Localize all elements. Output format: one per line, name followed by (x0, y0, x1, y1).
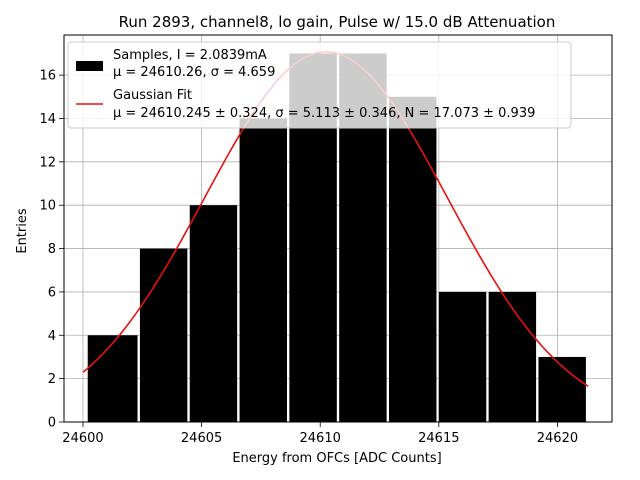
plot-frame (63, 34, 613, 423)
legend-samples-swatch (76, 61, 103, 71)
y-tick-label: 12 (39, 155, 56, 170)
y-tick-label: 10 (39, 199, 56, 214)
histogram-bar (189, 205, 238, 422)
x-tick-label: 24620 (537, 431, 578, 446)
y-tick-label: 6 (48, 285, 56, 300)
y-tick-label: 8 (48, 242, 56, 257)
y-tick-label: 2 (48, 372, 56, 387)
legend-samples-label: Samples, I = 2.0839mA (113, 48, 267, 63)
legend: Samples, I = 2.0839mA μ = 24610.26, σ = … (67, 41, 572, 129)
legend-fit-stats: μ = 24610.245 ± 0.324, σ = 5.113 ± 0.346… (113, 106, 535, 121)
histogram-bar (239, 118, 287, 423)
y-tick-label: 16 (39, 69, 56, 84)
legend-box (67, 41, 572, 129)
axis-ticks: 24600 24605 24610 24615 24620 0 2 4 6 8 10 12 14 16 (39, 69, 578, 446)
x-tick-label: 24610 (300, 431, 341, 446)
histogram-bar (538, 356, 586, 422)
histogram-bar (87, 335, 138, 422)
legend-fit-label: Gaussian Fit (113, 88, 192, 103)
x-tick-label: 24615 (418, 431, 459, 446)
y-tick-label: 0 (48, 416, 56, 431)
histogram-bar (139, 248, 188, 422)
histogram-bar (389, 96, 437, 422)
histogram-bar (488, 291, 537, 422)
x-tick-label: 24605 (181, 431, 222, 446)
y-tick-label: 4 (48, 329, 56, 344)
legend-samples-stats: μ = 24610.26, σ = 4.659 (113, 65, 275, 80)
x-axis-label: Energy from OFCs [ADC Counts] (232, 451, 441, 466)
histogram-bar (438, 291, 487, 422)
y-axis-label: Entries (15, 208, 30, 254)
y-tick-label: 14 (39, 112, 56, 127)
x-tick-label: 24600 (62, 431, 103, 446)
chart-title: Run 2893, channel8, lo gain, Pulse w/ 15… (119, 13, 556, 31)
